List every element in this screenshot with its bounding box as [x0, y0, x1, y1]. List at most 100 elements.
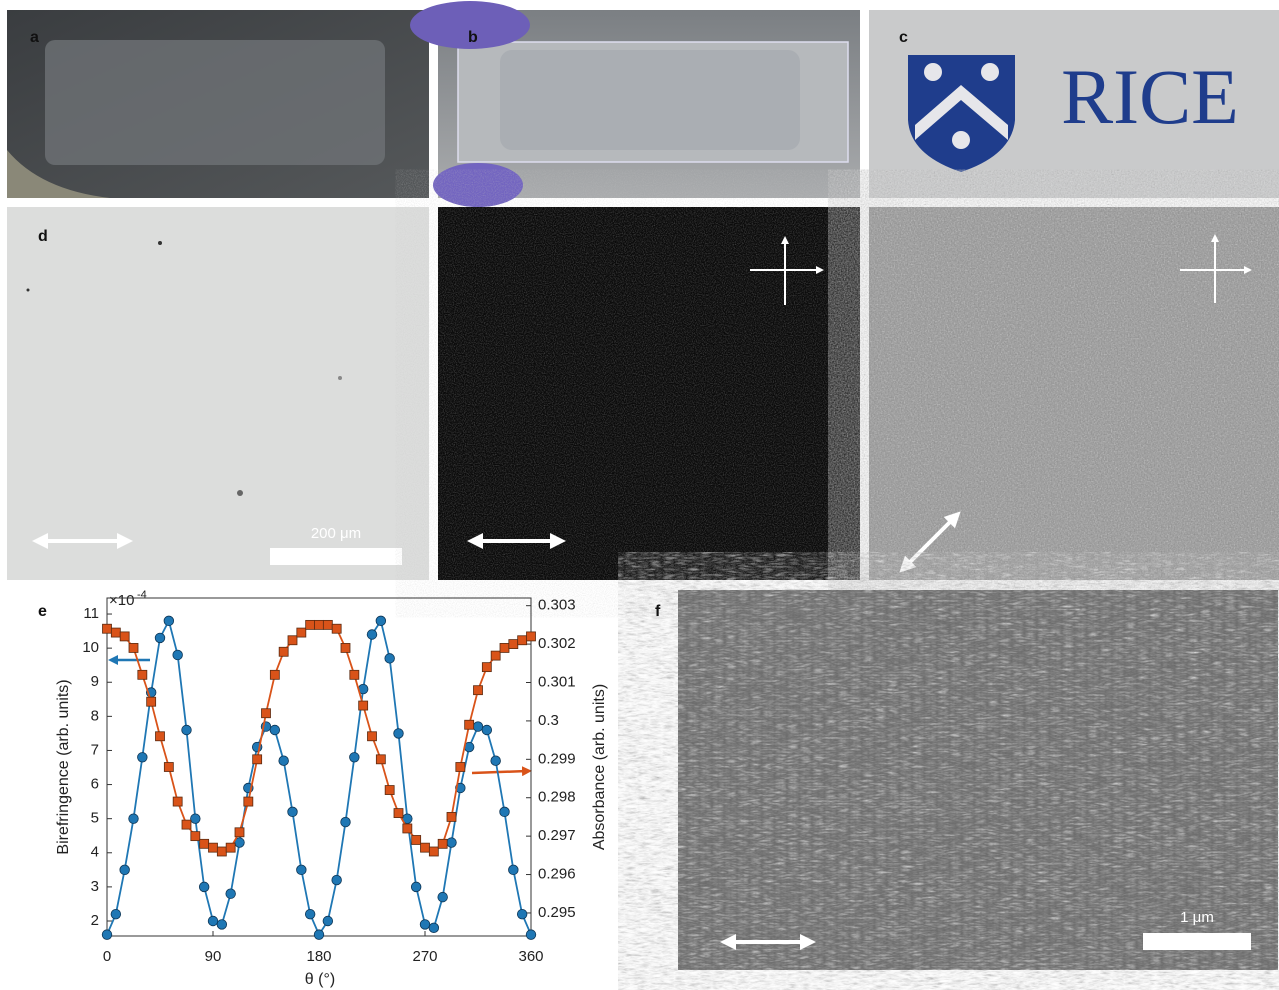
data-point [103, 624, 112, 633]
data-point [173, 650, 183, 660]
data-point [120, 632, 129, 641]
data-point [164, 616, 174, 626]
data-point [155, 633, 165, 643]
data-point [526, 930, 536, 940]
data-point [173, 797, 182, 806]
axis-pointer [472, 771, 527, 773]
panel-label: f [655, 603, 661, 620]
data-point [226, 889, 236, 899]
y-axis-label: Birefringence (arb. units) [55, 679, 72, 854]
y-tick-label: 5 [91, 810, 99, 827]
data-point [217, 920, 227, 930]
data-point [306, 620, 315, 629]
data-point [111, 909, 121, 919]
data-point [129, 643, 138, 652]
data-point [341, 817, 351, 827]
data-point [332, 624, 341, 633]
data-point [235, 828, 244, 837]
data-point [500, 643, 509, 652]
photo-a: a [7, 10, 429, 198]
x-tick-label: 180 [306, 948, 331, 965]
y-tick-label: 2 [91, 912, 99, 929]
data-point [367, 630, 377, 640]
data-point [217, 847, 226, 856]
data-point [438, 839, 447, 848]
y-tick-label: 11 [83, 605, 99, 622]
figure: a b RICE c 200 μm d 1 μm f e ×10 -4 θ (°… [0, 0, 1279, 990]
photo-b: b [410, 1, 860, 207]
data-point [191, 814, 201, 824]
data-point [297, 865, 307, 875]
data-point [473, 722, 483, 732]
data-point [199, 882, 209, 892]
data-point [491, 651, 500, 660]
data-point [279, 647, 288, 656]
data-point [394, 729, 404, 739]
data-point [191, 832, 200, 841]
data-point [208, 916, 218, 926]
y2-tick-label: 0.297 [538, 827, 576, 844]
data-point [350, 752, 360, 762]
data-point [164, 763, 173, 772]
data-point [385, 786, 394, 795]
data-point [527, 632, 536, 641]
data-point [270, 725, 280, 735]
data-point [262, 709, 271, 718]
data-point [500, 807, 510, 817]
panel-label: c [899, 29, 908, 46]
data-point [438, 892, 448, 902]
micrograph-dark [438, 207, 860, 580]
data-point [156, 732, 165, 741]
x-tick-label: 0 [103, 948, 111, 965]
x-tick-label: 270 [412, 948, 437, 965]
data-point [509, 865, 519, 875]
y-tick-label: 10 [82, 639, 99, 656]
data-point [270, 670, 279, 679]
data-point [394, 809, 403, 818]
chart-e: e ×10 -4 θ (°) Birefringence (arb. units… [38, 589, 608, 988]
data-point [368, 732, 377, 741]
data-point [244, 797, 253, 806]
photo-c: RICE c [869, 10, 1279, 198]
data-point [297, 628, 306, 637]
data-point [403, 824, 412, 833]
scale-bar-label: 200 μm [311, 525, 361, 542]
panel-label: b [468, 29, 478, 46]
data-point [147, 697, 156, 706]
panel-label: e [38, 603, 47, 620]
series-line [107, 621, 531, 935]
data-point [447, 812, 456, 821]
data-point [305, 909, 315, 919]
panel-label: a [30, 29, 39, 46]
y-tick-label: 3 [91, 878, 99, 895]
data-point [411, 882, 421, 892]
data-point [200, 839, 209, 848]
data-point [314, 930, 324, 940]
data-point [102, 930, 112, 940]
data-point [323, 620, 332, 629]
data-point [341, 643, 350, 652]
data-point [517, 909, 527, 919]
data-point [332, 875, 342, 885]
data-point [376, 616, 386, 626]
x-tick-label: 360 [518, 948, 543, 965]
data-point [429, 923, 439, 933]
data-point [182, 725, 192, 735]
panel-label: d [38, 228, 48, 245]
data-point [420, 920, 430, 930]
data-point [315, 620, 324, 629]
x-tick-label: 90 [205, 948, 222, 965]
data-point [120, 865, 130, 875]
data-point [288, 807, 298, 817]
logo-text: RICE [1061, 53, 1239, 140]
y2-axis-label: Absorbance (arb. units) [591, 684, 608, 850]
y2-tick-label: 0.301 [538, 673, 576, 690]
data-point [226, 843, 235, 852]
y2-tick-label: 0.298 [538, 789, 576, 806]
y2-tick-label: 0.303 [538, 597, 576, 614]
data-point [279, 756, 289, 766]
data-point [465, 720, 474, 729]
data-point [447, 838, 457, 848]
data-point [376, 755, 385, 764]
data-point [209, 843, 218, 852]
